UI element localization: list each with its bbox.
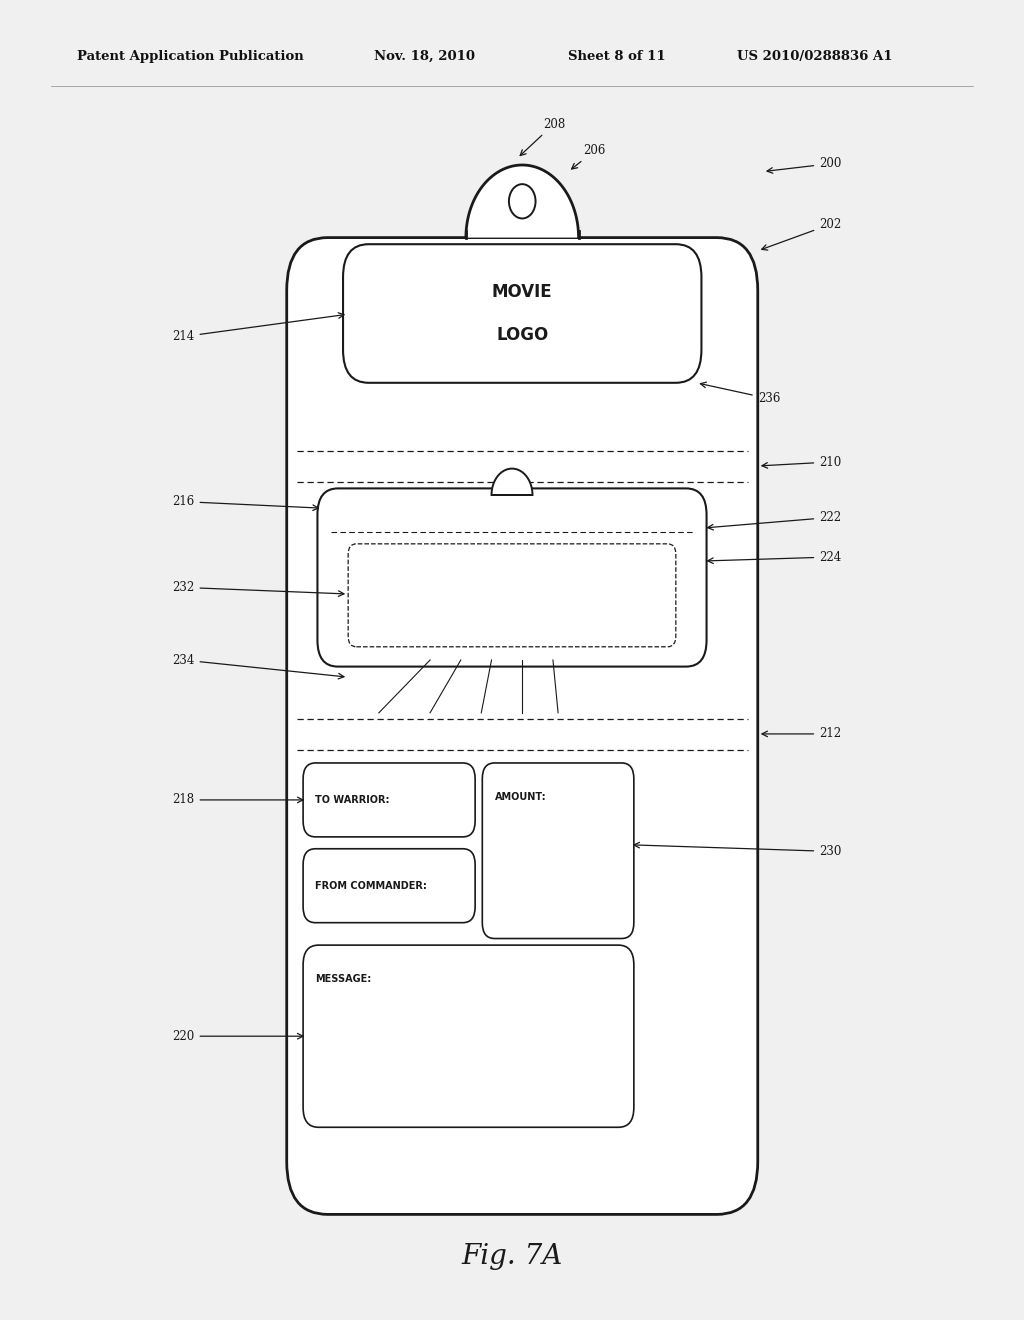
Text: 236: 236 [700,383,780,405]
Text: LOGO: LOGO [496,326,549,343]
Text: 218: 218 [172,793,303,807]
FancyBboxPatch shape [343,244,701,383]
Text: 212: 212 [762,727,842,741]
Text: Sheet 8 of 11: Sheet 8 of 11 [568,50,666,63]
Text: 214: 214 [172,313,344,343]
Text: Patent Application Publication: Patent Application Publication [77,50,303,63]
Text: 220: 220 [172,1030,303,1043]
Text: FROM COMMANDER:: FROM COMMANDER: [315,880,427,891]
FancyBboxPatch shape [287,238,758,1214]
Text: 206: 206 [571,144,606,169]
Text: 208: 208 [520,117,565,156]
Text: 210: 210 [762,455,842,469]
Text: 234: 234 [172,653,344,678]
FancyBboxPatch shape [303,945,634,1127]
Text: Fig. 7A: Fig. 7A [462,1243,562,1270]
FancyBboxPatch shape [482,763,634,939]
Text: 202: 202 [762,218,842,249]
Text: 216: 216 [172,495,318,511]
Circle shape [509,185,536,219]
Text: 224: 224 [708,550,842,564]
Text: 230: 230 [634,842,842,858]
Text: AMOUNT:: AMOUNT: [495,792,546,803]
Polygon shape [492,469,532,495]
FancyBboxPatch shape [317,488,707,667]
Text: 222: 222 [708,511,842,529]
Polygon shape [466,165,579,238]
Text: US 2010/0288836 A1: US 2010/0288836 A1 [737,50,893,63]
FancyBboxPatch shape [348,544,676,647]
FancyBboxPatch shape [303,849,475,923]
Text: TO WARRIOR:: TO WARRIOR: [315,795,390,805]
Text: 200: 200 [767,157,842,173]
Text: 232: 232 [172,581,344,597]
Text: Nov. 18, 2010: Nov. 18, 2010 [374,50,475,63]
Text: MOVIE: MOVIE [492,284,553,301]
FancyBboxPatch shape [303,763,475,837]
Text: MESSAGE:: MESSAGE: [315,974,372,985]
